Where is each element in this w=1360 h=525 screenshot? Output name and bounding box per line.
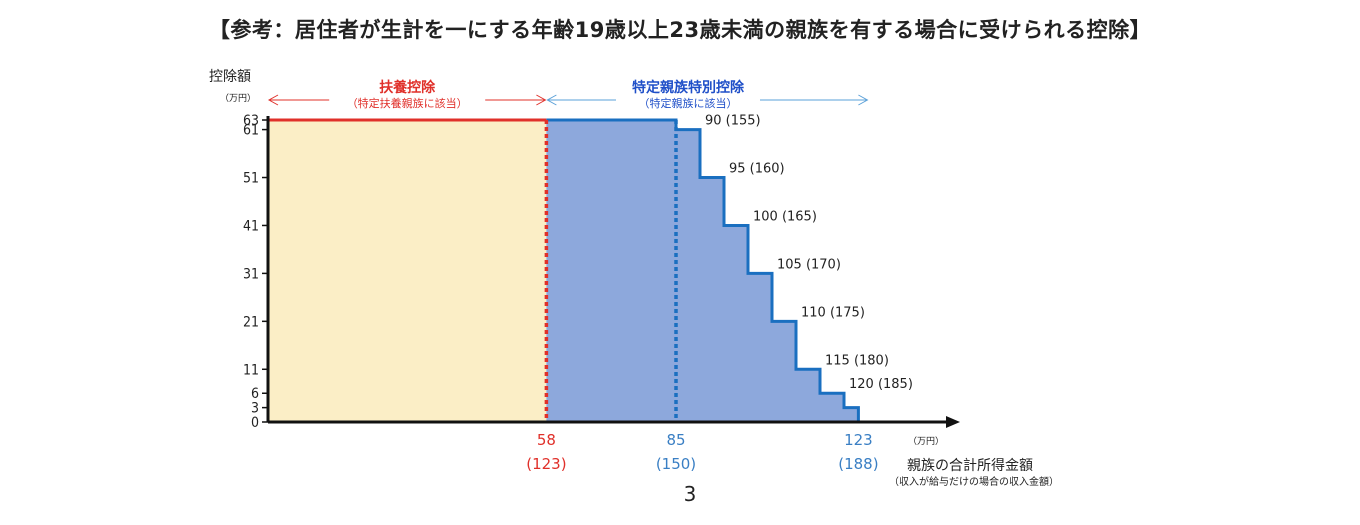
y-tick-label: 63	[243, 113, 259, 129]
x-tick-sublabel: (150)	[656, 455, 696, 473]
fuyou-area	[268, 120, 547, 422]
y-tick-label: 6	[251, 386, 259, 402]
y-tick-label: 0	[251, 415, 259, 431]
range-subtitle: （特定親族に該当）	[639, 96, 738, 110]
y-tick-label: 21	[243, 314, 259, 330]
y-tick-label: 31	[243, 266, 259, 282]
tokutei-area	[546, 120, 897, 422]
range-title: 特定親族特別控除	[632, 79, 745, 96]
x-axis-label: 親族の合計所得金額	[907, 457, 1033, 474]
step-label: 105 (170)	[777, 257, 841, 272]
x-tick-sublabel: (188)	[838, 455, 878, 473]
x-tick-label: 123	[844, 431, 873, 449]
page-number: 3	[683, 482, 697, 506]
y-tick-label: 61	[243, 123, 259, 139]
x-tick-label: 85	[666, 431, 685, 449]
step-label: 120 (185)	[849, 377, 913, 392]
range-arrow-head-left	[267, 94, 279, 106]
range-arrow-head-left	[546, 94, 557, 106]
y-axis-unit: （万円）	[220, 93, 256, 104]
step-label: 110 (175)	[801, 305, 865, 320]
y-tick-label: 41	[243, 218, 259, 234]
x-tick-sublabel: (123)	[526, 455, 566, 473]
range-title: 扶養控除	[379, 79, 436, 96]
step-label: 95 (160)	[729, 162, 785, 177]
x-axis-sublabel: （収入が給与だけの場合の収入金額）	[889, 475, 1059, 488]
x-tick-label: 58	[537, 431, 556, 449]
page-title: 【参考：居住者が生計を一にする年齢19歳以上23歳未満の親族を有する場合に受けら…	[208, 18, 1152, 42]
y-axis-label: 控除額	[209, 69, 251, 85]
y-tick-label: 3	[251, 401, 259, 417]
step-label: 90 (155)	[705, 114, 761, 129]
y-tick-label: 11	[243, 362, 259, 378]
y-tick-label: 51	[243, 171, 259, 187]
range-subtitle: （特定扶養親族に該当）	[347, 96, 468, 110]
x-axis-unit: （万円）	[908, 436, 944, 447]
range-arrow-head-right	[536, 94, 547, 106]
deduction-step-line	[546, 118, 897, 424]
step-label: 100 (165)	[753, 209, 817, 224]
step-label: 115 (180)	[825, 353, 889, 368]
range-arrow-head-right	[858, 94, 869, 106]
